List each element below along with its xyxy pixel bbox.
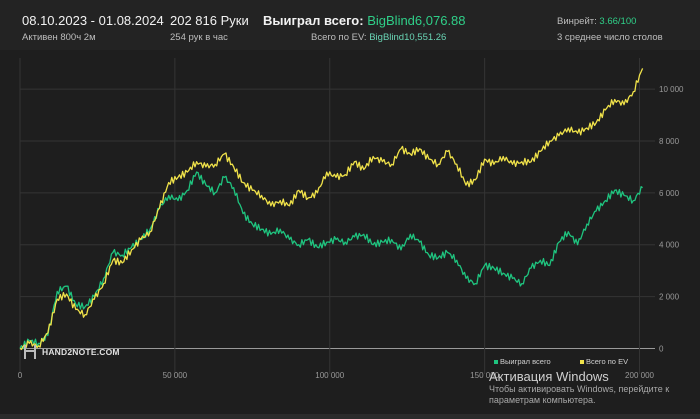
watermark-line-2: параметрам компьютера. [489,395,596,405]
ev-total-label: Всего по EV: [311,32,367,43]
tables-average: 3 среднее число столов [557,32,663,43]
y-tick-label: 6 000 [659,189,680,198]
legend-label: Всего по EV [586,357,628,366]
watermark-line-1: Чтобы активировать Windows, перейдите к [489,384,670,394]
ev-total-value: BigBlind10,551.26 [369,32,447,43]
legend-label: Выиграл всего [500,357,551,366]
y-tick-label: 0 [659,344,664,353]
active-time: Активен 800ч 2м [22,32,96,43]
y-tick-label: 2 000 [659,293,680,302]
y-tick-label: 10 000 [659,85,684,94]
won-total-value: BigBlind6,076.88 [367,13,466,28]
profit-chart-panel: 0 2 000 4 000 6 000 8 000 10 000 0 50 000 100 0… [0,50,700,414]
won-total-label: Выиграл всего: [263,13,364,28]
x-tick-label: 100 000 [315,371,344,380]
won-total: Выиграл всего: BigBlind6,076.88 [263,13,466,28]
y-tick-label: 4 000 [659,241,680,250]
hands-per-hour: 254 рук в час [170,32,228,43]
x-tick-label: 200 000 [625,371,654,380]
series-line-won [19,171,643,350]
x-tick-label: 150 000 [470,371,499,380]
ev-total: Всего по EV: BigBlind10,551.26 [311,32,446,43]
hand2note-logo: HAND2NOTE.COM [24,345,120,359]
winrate: Винрейт: 3.66/100 [557,16,636,27]
hand2note-logo-text: HAND2NOTE.COM [42,347,120,357]
y-tick-label: 8 000 [659,137,680,146]
x-tick-label: 0 [18,371,23,380]
windows-activation-watermark: Активация Windows Чтобы активировать Win… [489,369,669,406]
x-tick-label: 50 000 [163,371,188,380]
hand2note-logo-icon [24,345,36,359]
stats-header: 08.10.2023 - 01.08.2024 Активен 800ч 2м … [0,0,700,50]
legend-swatch [494,360,498,364]
winrate-value: 3.66/100 [599,16,637,27]
watermark-title: Активация Windows [489,369,609,384]
hands-count: 202 816 Руки [170,13,249,28]
legend-swatch [580,360,584,364]
profit-chart[interactable]: 0 2 000 4 000 6 000 8 000 10 000 0 50 000 100 0… [0,50,700,414]
winrate-label: Винрейт: [557,16,597,27]
series-line-ev [19,68,644,351]
date-range: 08.10.2023 - 01.08.2024 [22,13,164,28]
